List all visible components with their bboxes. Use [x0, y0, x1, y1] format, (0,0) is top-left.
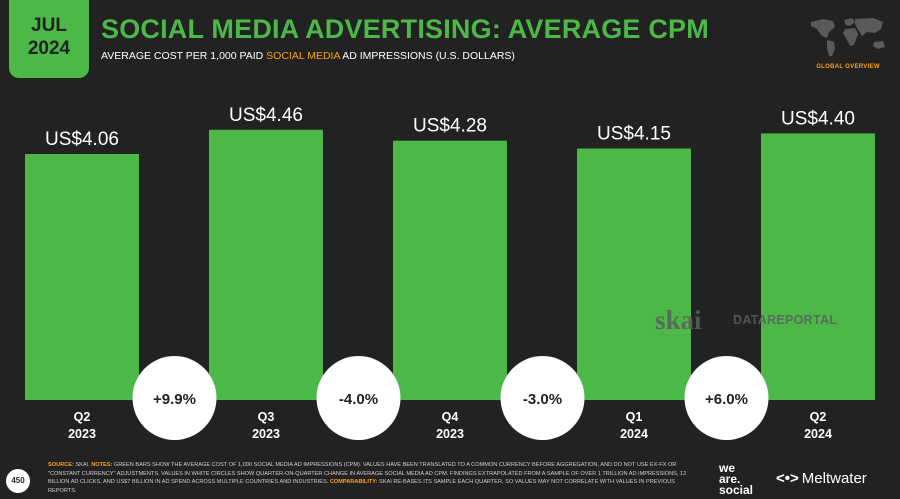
comparability-label: COMPARABILITY: [329, 479, 378, 485]
bar-value-label-3: US$4.28 [413, 116, 487, 137]
datareportal-watermark: DATAREPORTAL [733, 313, 838, 327]
category-quarter-1: Q2 [74, 410, 91, 424]
category-quarter-2: Q3 [258, 410, 275, 424]
logo-are: are. [719, 472, 741, 486]
logo-we: we [719, 461, 736, 475]
date-month: JUL [31, 15, 67, 36]
date-badge: JUL 2024 [9, 0, 89, 78]
global-overview-label: GLOBAL OVERVIEW [816, 64, 880, 70]
category-quarter-4: Q1 [626, 410, 643, 424]
bar-value-label-5: US$4.40 [781, 108, 855, 129]
world-map-icon [811, 18, 885, 56]
source-text: SKAI. [73, 462, 92, 468]
change-circle-1 [132, 356, 217, 440]
bar-1 [25, 154, 139, 400]
bar-5 [761, 133, 875, 400]
category-year-5: 2024 [804, 427, 832, 441]
change-circle-3 [500, 356, 585, 440]
meltwater-logo: <•> Meltwater [776, 470, 867, 487]
subtitle-pre: AVERAGE COST PER 1,000 PAID [101, 50, 267, 62]
category-quarter-3: Q4 [442, 410, 459, 424]
category-year-1: 2023 [68, 427, 96, 441]
notes-label: NOTES: [91, 462, 113, 468]
bar-value-label-4: US$4.15 [597, 124, 671, 145]
bar-4 [577, 148, 691, 400]
category-quarter-5: Q2 [810, 410, 827, 424]
bar-2 [209, 129, 323, 400]
date-year: 2024 [27, 38, 71, 59]
category-year-3: 2023 [436, 427, 464, 441]
skai-watermark: skai [655, 305, 702, 335]
category-year-2: 2023 [252, 427, 280, 441]
bar-3 [393, 140, 507, 400]
meltwater-mark-icon: <•> [776, 470, 799, 487]
change-label-2: -4.0% [339, 391, 378, 408]
notes-text: GREEN BARS SHOW THE AVERAGE COST OF 1,00… [48, 462, 687, 485]
logo-social: social [719, 483, 754, 497]
change-circle-2 [316, 356, 401, 440]
bar-value-label-2: US$4.46 [229, 105, 303, 126]
meltwater-name: Meltwater [801, 470, 867, 487]
page-subtitle: AVERAGE COST PER 1,000 PAID SOCIAL MEDIA… [101, 50, 515, 62]
category-year-4: 2024 [620, 427, 648, 441]
change-label-1: +9.9% [153, 391, 196, 408]
bar-value-label-1: US$4.06 [45, 129, 119, 150]
subtitle-highlight: SOCIAL MEDIA [266, 50, 340, 62]
we-are-social-logo: we are. social [719, 461, 754, 497]
change-label-4: +6.0% [705, 391, 748, 408]
source-label: SOURCE: [48, 462, 74, 468]
footer-notes: SOURCE: SKAI. NOTES: GREEN BARS SHOW THE… [48, 461, 704, 495]
page-title: SOCIAL MEDIA ADVERTISING: AVERAGE CPM [101, 14, 709, 44]
page-number: 450 [6, 469, 30, 493]
change-label-3: -3.0% [523, 391, 562, 408]
subtitle-post: AD IMPRESSIONS (U.S. DOLLARS) [339, 50, 515, 62]
change-circle-4 [684, 356, 769, 440]
comparability-text: SKAI RE-BASES ITS SAMPLE EACH QUARTER, S… [48, 479, 675, 494]
